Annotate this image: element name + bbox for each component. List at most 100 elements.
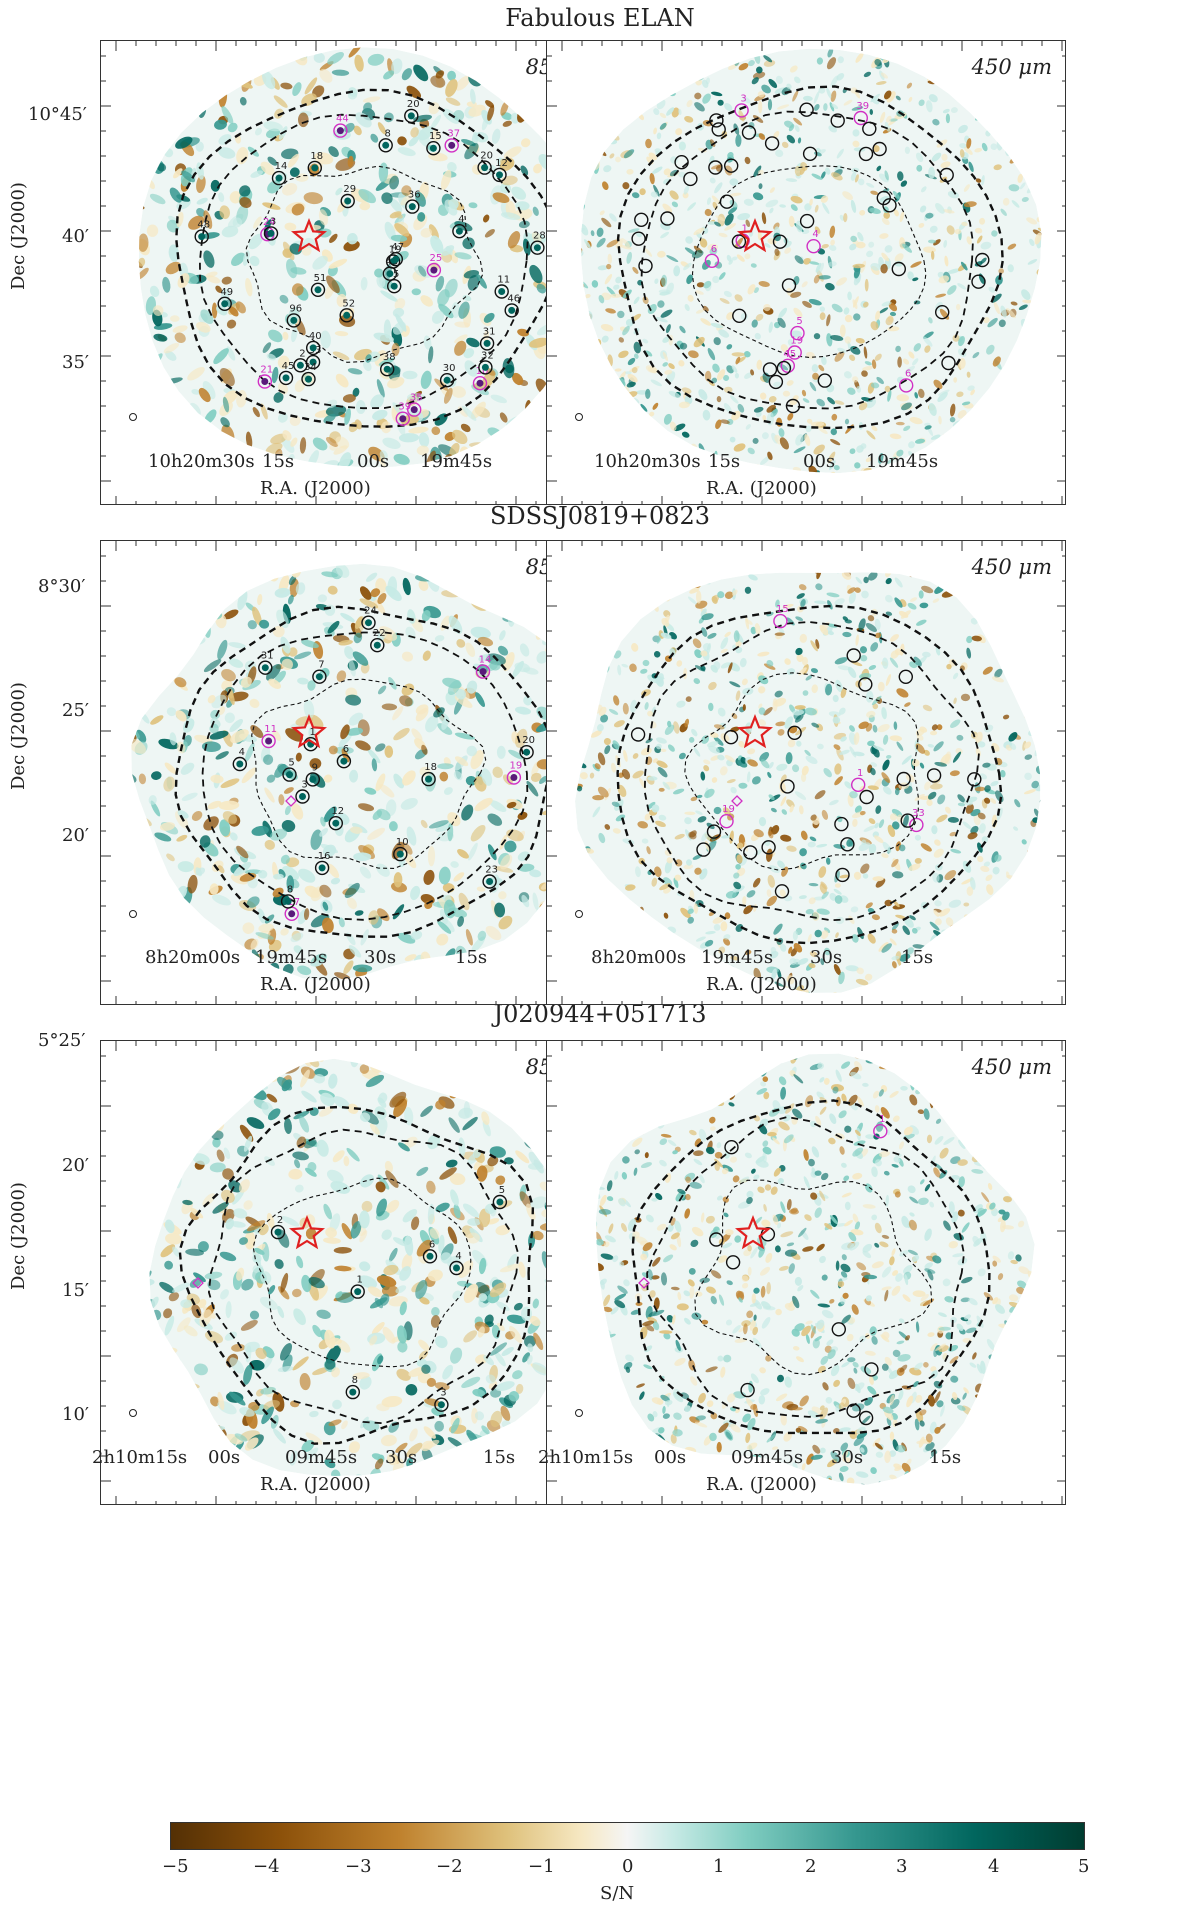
noise-blob [145,917,157,931]
noise-blob [960,995,971,1005]
axis-ticks [547,41,1065,504]
noise-blob [556,992,571,1003]
noise-blob [958,421,971,431]
noise-blob [745,424,751,430]
source-label: 39 [856,101,869,112]
noise-blob [466,745,478,757]
noise-blob [609,213,617,222]
noise-blob [293,945,303,954]
noise-blob [662,336,671,343]
noise-blob [113,460,126,471]
noise-blob [273,873,284,880]
source-circle [872,141,887,157]
source-core [498,288,506,295]
noise-blob [482,47,493,58]
noise-blob [114,454,126,475]
noise-blob [400,797,418,810]
noise-blob [402,770,416,786]
noise-blob [975,983,981,990]
noise-blob [558,584,568,594]
noise-blob [521,894,530,908]
source-circle [853,110,868,126]
noise-blob [547,916,551,930]
noise-blob [470,824,486,842]
source-core [443,376,451,384]
noise-blob [626,251,632,264]
noise-blob [547,713,554,721]
source-circle [772,234,788,249]
noise-blob [503,146,522,159]
noise-blob [880,263,888,274]
noise-blob [274,670,286,684]
noise-blob [850,87,858,94]
noise-blob [645,433,660,440]
noise-blob [131,632,134,644]
noise-blob [808,465,818,474]
noise-blob [567,130,574,139]
noise-blob [924,425,932,430]
source-core [455,227,463,235]
noise-blob [241,767,257,784]
noise-blob [1016,372,1023,383]
source-core [479,668,487,676]
noise-blob [557,667,562,676]
noise-blob [824,996,836,1005]
noise-blob [821,999,830,1005]
noise-blob [393,773,405,789]
source-core [392,255,400,263]
noise-blob [613,909,621,922]
noise-blob [715,48,727,50]
noise-blob [737,213,751,221]
noise-blob [606,885,614,897]
noise-blob [1010,378,1017,388]
noise-blob [982,418,991,428]
noise-blob [726,779,736,784]
noise-blob [955,303,961,311]
noise-blob [553,998,560,1003]
noise-blob [523,1427,531,1438]
noise-blob [393,872,403,888]
noise-blob [1009,985,1023,991]
noise-blob [1000,208,1007,216]
noise-blob [985,964,996,971]
noise-blob [644,491,658,499]
noise-blob [641,981,650,993]
noise-blob [208,1070,217,1080]
noise-blob [616,1004,625,1005]
noise-blob [628,603,640,612]
noise-blob [896,394,910,402]
noise-blob [167,901,179,922]
contour-outer [616,85,1004,430]
noise-blob [567,348,582,358]
noise-blob [137,492,149,505]
noise-blob [246,896,260,908]
noise-blob [822,202,830,214]
noise-blob [146,482,156,494]
noise-blob [847,291,852,301]
noise-blob [782,390,791,397]
noise-blob [238,477,260,495]
noise-blob [468,47,481,58]
source-core [236,760,244,768]
noise-blob [852,818,858,827]
noise-blob [575,607,581,616]
noise-blob [826,87,832,99]
noise-blob [457,916,465,927]
noise-blob [581,301,586,307]
noise-blob [907,545,918,557]
noise-blob [123,300,132,316]
noise-blob [930,59,941,65]
noise-blob [255,47,274,57]
noise-blob [758,817,767,827]
noise-blob [547,809,559,817]
noise-blob [625,597,636,603]
noise-blob [836,73,845,81]
noise-blob [843,99,853,106]
noise-blob [631,367,638,374]
noise-blob [397,932,416,944]
noise-blob [584,572,591,574]
noise-blob [933,848,944,858]
noise-blob [706,197,712,206]
source-label: 6 [711,244,717,255]
noise-blob [517,424,526,435]
